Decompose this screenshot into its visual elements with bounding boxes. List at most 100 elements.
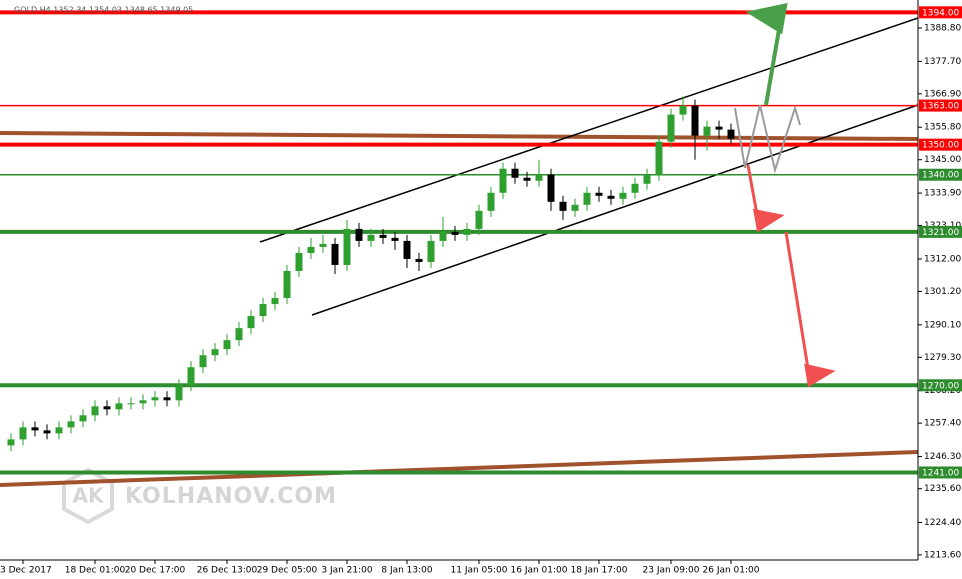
- level-label-box: [919, 99, 962, 112]
- y-tick-label: 1279.30: [924, 353, 961, 363]
- candle-body: [487, 192, 495, 211]
- candle-body: [307, 246, 315, 253]
- brown-trendline: [0, 131, 919, 141]
- candle-body: [415, 258, 423, 262]
- candle-body: [127, 403, 135, 405]
- candle-body: [463, 228, 471, 235]
- logo-text: AK: [73, 484, 105, 508]
- y-tick-label: 1257.40: [924, 419, 961, 429]
- candle-body: [343, 228, 351, 265]
- candle-body: [19, 427, 27, 440]
- level-label: 1394.00: [922, 8, 959, 18]
- level-label: 1350.00: [922, 141, 959, 151]
- candle-body: [451, 231, 459, 235]
- candle-body: [31, 427, 39, 431]
- x-tick-label: 13 Dec 2017: [0, 566, 52, 576]
- level-label-box: [919, 379, 962, 392]
- candle-body: [43, 430, 51, 434]
- candle-body: [103, 406, 111, 410]
- x-tick-label: 8 Jan 13:00: [381, 566, 433, 576]
- candle-body: [679, 105, 687, 115]
- y-tick-label: 1377.70: [924, 57, 961, 67]
- y-tick-label: 1345.00: [924, 155, 961, 165]
- level-label: 1363.00: [922, 102, 959, 112]
- candle-body: [55, 427, 63, 434]
- candle-body: [667, 114, 675, 142]
- level-label-box: [919, 466, 962, 479]
- candle-body: [607, 195, 615, 199]
- candle-body: [571, 204, 579, 211]
- candle-body: [511, 168, 519, 178]
- candle-body: [583, 192, 591, 205]
- candle-body: [559, 201, 567, 211]
- candle-body: [655, 141, 663, 175]
- x-tick-label: 18 Jan 17:00: [571, 566, 628, 576]
- candle-body: [427, 240, 435, 262]
- channel-line: [311, 104, 919, 316]
- y-tick-label: 1366.90: [924, 89, 961, 99]
- y-tick-label: 1388.80: [924, 23, 961, 33]
- level-label: 1340.00: [922, 171, 959, 181]
- watermark-text: KOLHANOV.COM: [125, 484, 337, 509]
- candle-body: [79, 415, 87, 422]
- candle-body: [295, 252, 303, 271]
- candle-body: [703, 126, 711, 136]
- candle-body: [403, 240, 411, 259]
- candle-body: [595, 192, 603, 196]
- level-label-box: [919, 138, 962, 151]
- level-label-box: [919, 6, 962, 19]
- y-tick-label: 1301.20: [924, 287, 961, 297]
- candle-body: [223, 340, 231, 350]
- candle-body: [163, 397, 171, 401]
- candle-body: [199, 355, 207, 368]
- candle-body: [523, 177, 531, 181]
- y-tick-label: 1290.10: [924, 320, 961, 330]
- y-tick-label: 1235.60: [924, 484, 961, 494]
- y-tick-label: 1224.40: [924, 518, 961, 528]
- candle-body: [271, 298, 279, 305]
- candle-body: [547, 174, 555, 202]
- x-tick-label: 11 Jan 05:00: [451, 566, 508, 576]
- ticks: 1213.601224.401235.601246.301257.401268.…: [0, 23, 961, 575]
- chart-title: GOLD,H4 1352.34 1354.03 1348.65 1349.05: [14, 6, 193, 15]
- watermark: AK KOLHANOV.COM: [62, 467, 337, 525]
- y-tick-label: 1312.00: [924, 254, 961, 264]
- down-arrow: [784, 231, 836, 388]
- y-tick-label: 1213.60: [924, 550, 961, 560]
- level-label: 1270.00: [922, 381, 959, 391]
- level-label: 1241.00: [922, 468, 959, 478]
- candle-body: [115, 403, 123, 410]
- candle-body: [475, 210, 483, 229]
- x-tick-label: 26 Jan 01:00: [703, 566, 760, 576]
- x-tick-label: 18 Dec 01:00: [65, 566, 126, 576]
- candle-body: [643, 174, 651, 184]
- candle-body: [67, 421, 75, 428]
- x-tick-label: 29 Dec 05:00: [257, 566, 318, 576]
- candle-body: [619, 192, 627, 199]
- candle-body: [235, 328, 243, 341]
- zigzag-projection: [734, 104, 801, 174]
- level-label-box: [919, 225, 962, 238]
- x-tick-label: 23 Jan 09:00: [643, 566, 700, 576]
- y-tick-label: 1246.30: [924, 452, 961, 462]
- candle-body: [631, 183, 639, 193]
- candle-body: [151, 397, 159, 401]
- x-tick-label: 26 Dec 13:00: [197, 566, 258, 576]
- candle-body: [259, 304, 267, 317]
- candle-body: [499, 168, 507, 193]
- candle-body: [283, 270, 291, 299]
- candle-body: [727, 129, 735, 139]
- candle-body: [211, 349, 219, 356]
- brown-trendline: [0, 450, 919, 487]
- level-label-box: [919, 168, 962, 181]
- x-tick-label: 20 Dec 17:00: [125, 566, 186, 576]
- x-tick-label: 3 Jan 21:00: [321, 566, 373, 576]
- candles: [7, 96, 735, 452]
- down-arrow: [746, 164, 785, 233]
- up-arrow: [745, 2, 788, 106]
- candle-body: [715, 126, 723, 130]
- level-label: 1321.00: [922, 228, 959, 238]
